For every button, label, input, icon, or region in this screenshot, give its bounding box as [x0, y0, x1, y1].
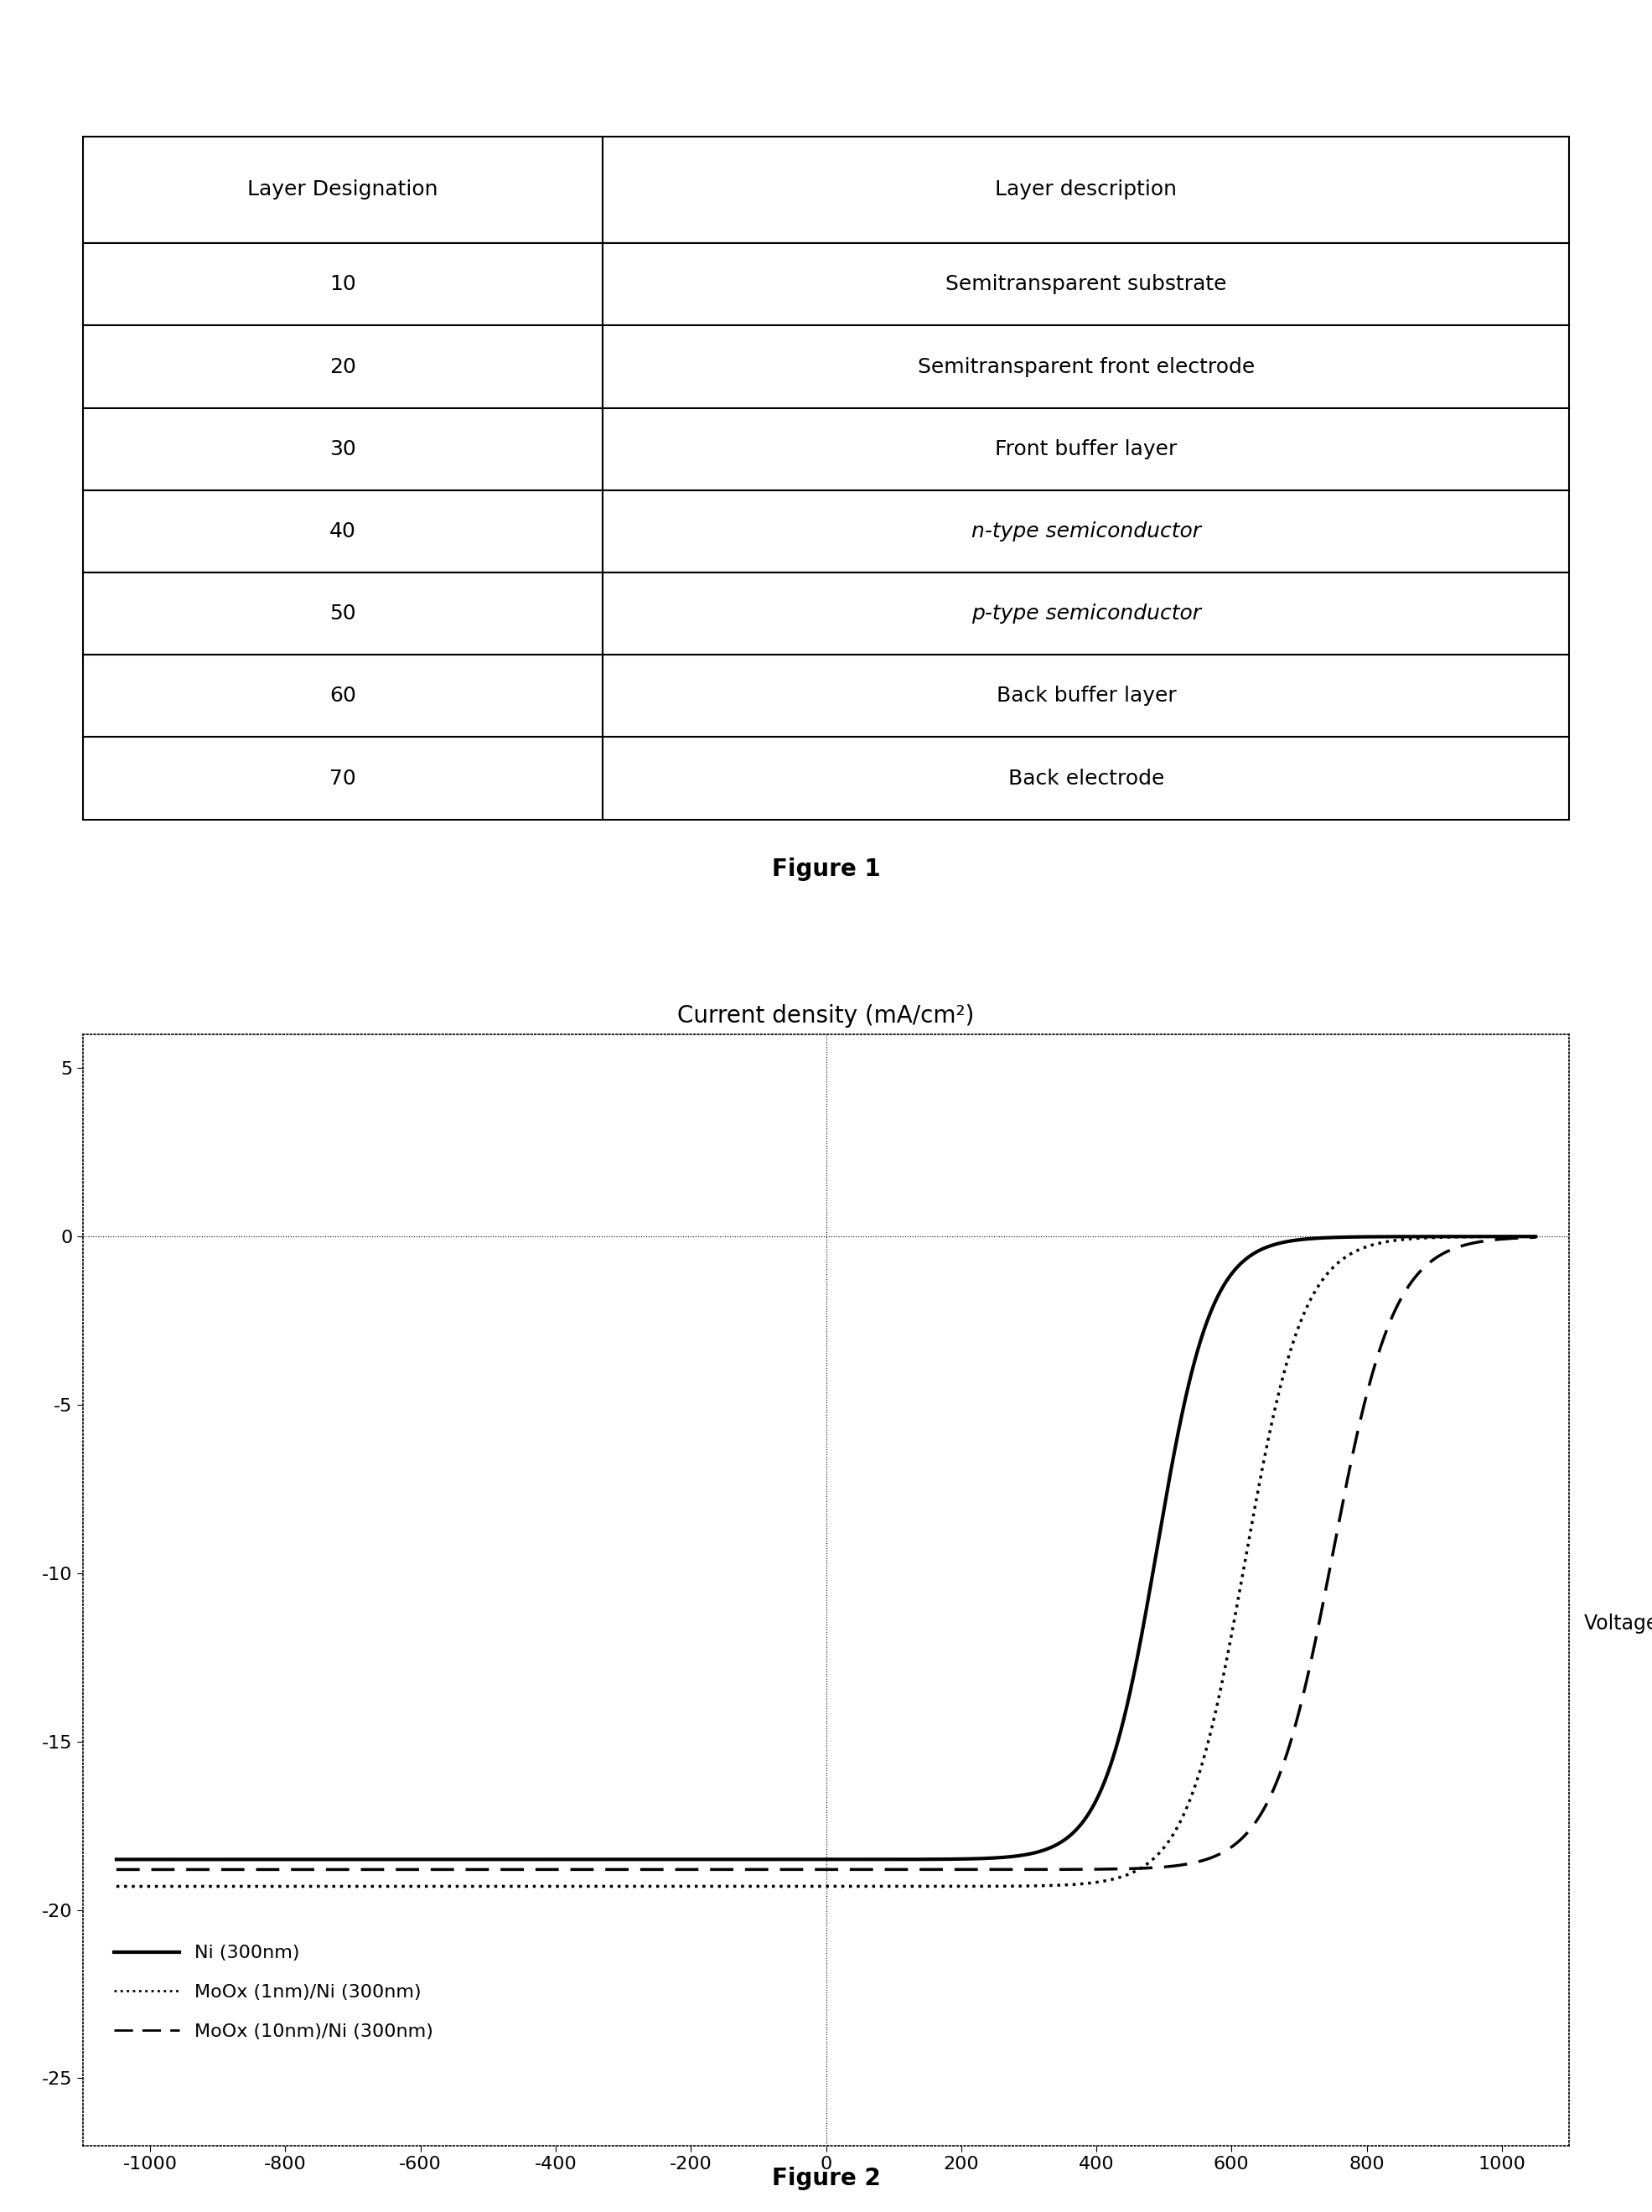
Ni (300nm): [1224, 1259, 1244, 1285]
MoOx (1nm)/Ni (300nm): [796, 1874, 816, 1900]
MoOx (10nm)/Ni (300nm): [1485, 1225, 1505, 1252]
MoOx (10nm)/Ni (300nm): [106, 1856, 126, 1882]
MoOx (10nm)/Ni (300nm): [1224, 1832, 1244, 1858]
Ni (300nm): [106, 1847, 126, 1874]
MoOx (1nm)/Ni (300nm): [1485, 1223, 1505, 1250]
MoOx (10nm)/Ni (300nm): [178, 1856, 198, 1882]
Ni (300nm): [178, 1847, 198, 1874]
MoOx (1nm)/Ni (300nm): [106, 1874, 126, 1900]
Title: Current density (mA/cm²): Current density (mA/cm²): [677, 1004, 975, 1029]
Line: Ni (300nm): Ni (300nm): [116, 1237, 1536, 1860]
MoOx (1nm)/Ni (300nm): [758, 1874, 778, 1900]
MoOx (1nm)/Ni (300nm): [178, 1874, 198, 1900]
Ni (300nm): [758, 1847, 778, 1874]
Text: Figure 2: Figure 2: [771, 2166, 881, 2190]
MoOx (1nm)/Ni (300nm): [1526, 1223, 1546, 1250]
Ni (300nm): [1526, 1223, 1546, 1250]
MoOx (1nm)/Ni (300nm): [1224, 1608, 1244, 1635]
MoOx (10nm)/Ni (300nm): [758, 1856, 778, 1882]
Text: Voltage (mV): Voltage (mV): [1584, 1613, 1652, 1632]
Legend: Ni (300nm), MoOx (1nm)/Ni (300nm), MoOx (10nm)/Ni (300nm): Ni (300nm), MoOx (1nm)/Ni (300nm), MoOx …: [107, 1938, 441, 2048]
Line: MoOx (10nm)/Ni (300nm): MoOx (10nm)/Ni (300nm): [116, 1237, 1536, 1869]
Ni (300nm): [1485, 1223, 1505, 1250]
MoOx (10nm)/Ni (300nm): [1483, 1228, 1503, 1254]
MoOx (10nm)/Ni (300nm): [1526, 1223, 1546, 1250]
Ni (300nm): [1483, 1223, 1503, 1250]
Ni (300nm): [796, 1847, 816, 1874]
Line: MoOx (1nm)/Ni (300nm): MoOx (1nm)/Ni (300nm): [116, 1237, 1536, 1887]
Text: Figure 1: Figure 1: [771, 858, 881, 880]
MoOx (10nm)/Ni (300nm): [796, 1856, 816, 1882]
MoOx (1nm)/Ni (300nm): [1483, 1223, 1503, 1250]
